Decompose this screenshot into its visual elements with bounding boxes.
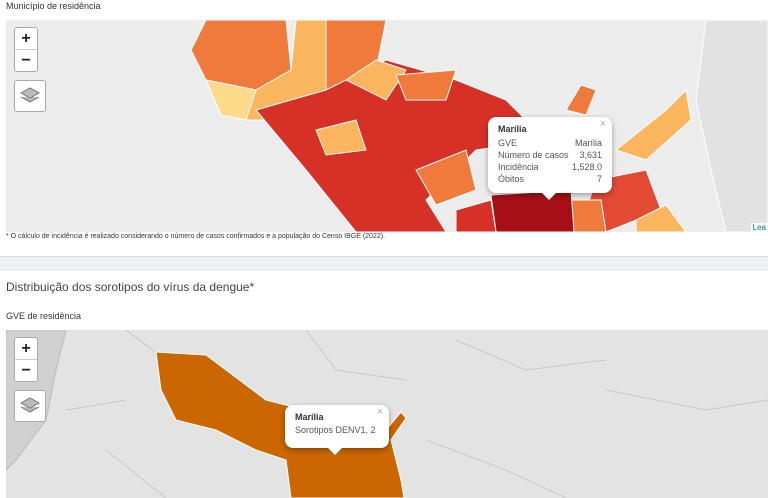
popup-row: Número de casos 3,631 [498,149,602,161]
popup-title: Marília [498,124,527,134]
map: + − × Marília Sorotipos DENV1, 2 [6,330,768,498]
popup-rows: GVE Marília Número de casos 3,631 Incidência… [498,137,602,185]
region [570,199,607,232]
zoom-in-button[interactable]: + [15,338,37,360]
popup-row: Incidência 1,528.0 [498,161,602,173]
popup-title: Marília [295,412,324,422]
zoom-control: + − [14,337,38,382]
footnote: * O cálculo de incidência é realizado co… [6,233,386,240]
popup-value: 1,528.0 [571,162,602,172]
section-label: Município de residência [6,1,101,11]
popup-tip [541,192,557,200]
popup-row: Óbitos 7 [498,173,602,185]
layers-button[interactable] [14,80,46,112]
zoom-out-button[interactable]: − [21,52,31,69]
popup-value: 7 [596,174,602,184]
zoom-out-button[interactable]: − [21,362,31,379]
popup-row: GVE Marília [498,137,602,149]
popup-key: Número de casos [498,150,569,160]
region [455,199,497,232]
layers-icon [19,87,41,103]
popup-tip [327,447,343,455]
region [635,204,687,232]
popup-close[interactable]: × [599,118,606,130]
region [315,119,367,156]
zoom-in-button[interactable]: + [15,28,37,50]
map-shapes [190,20,768,232]
layers-icon [19,397,41,413]
region [415,149,477,206]
background-region [695,20,768,232]
region [614,88,692,161]
popup: × Marília GVE Marília Número de casos 3,631… [488,117,612,193]
popup-key: Óbitos [498,174,525,184]
region-highlighted[interactable] [490,189,575,232]
popup-close[interactable]: × [376,406,383,418]
popup-key: Incidência [498,162,539,172]
popup-text: Sorotipos DENV1, 2 [295,425,376,435]
attribution[interactable]: Lea [750,223,768,232]
separator [0,256,768,271]
popup-value: 3,631 [579,150,602,160]
layers-button[interactable] [14,390,46,422]
region [565,84,597,116]
zoom-control: + − [14,27,38,72]
section-label: GVE de residência [6,311,82,321]
popup-value: Marília [574,138,602,148]
region [345,59,407,101]
popup: × Marília Sorotipos DENV1, 2 [285,405,389,448]
map: + − × Marília GVE Marília Número de casos 3… [6,20,768,232]
popup-key: GVE [498,138,518,148]
section-title: Distribuição dos sorotipos do vírus da d… [6,280,255,294]
region [395,69,457,101]
